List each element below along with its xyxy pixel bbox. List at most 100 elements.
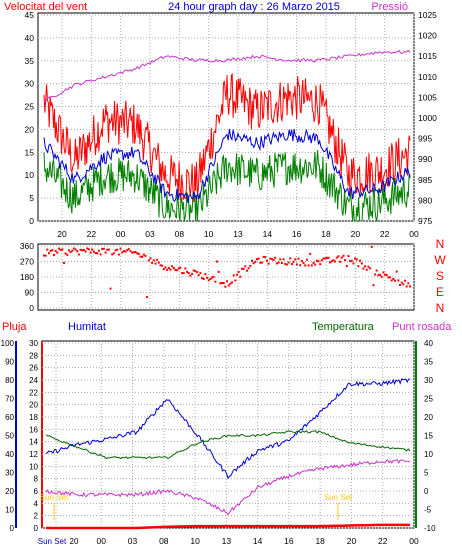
direction-point [171, 265, 174, 268]
direction-point [375, 269, 378, 272]
direction-point [66, 253, 69, 256]
direction-point [82, 249, 85, 251]
direction-point [117, 253, 120, 256]
temperature-y-tick: 25 [424, 395, 433, 404]
direction-y-tick: 360 [20, 241, 34, 251]
direction-point [186, 270, 189, 273]
direction-point [99, 253, 102, 256]
direction-y-tick: 180 [20, 272, 34, 282]
series-humidity [45, 378, 411, 480]
pressure-y-tick: 1020 [418, 31, 437, 41]
direction-point [146, 296, 149, 298]
direction-point [344, 259, 347, 262]
direction-point [374, 273, 377, 276]
direction-point [370, 245, 373, 248]
humidity-y-tick: 60 [5, 413, 14, 422]
humidity-y-tick: 10 [5, 506, 14, 515]
direction-point [314, 263, 317, 266]
direction-point [141, 255, 144, 258]
wind-y-tick: 15 [25, 147, 35, 157]
wind-x-tick: 16 [292, 229, 302, 239]
humidity-y-tick: 70 [5, 395, 14, 404]
direction-point [54, 249, 57, 252]
direction-point [345, 265, 348, 268]
rain-y-tick: 4 [34, 499, 39, 508]
direction-point [360, 262, 363, 265]
direction-point [49, 249, 52, 252]
direction-point [216, 260, 218, 263]
direction-point [162, 268, 165, 271]
climate-x-tick: 18 [315, 536, 325, 546]
direction-point [124, 250, 127, 253]
direction-point [227, 284, 230, 287]
direction-point [305, 258, 308, 261]
rain-y-tick: 24 [29, 376, 38, 385]
direction-point [265, 259, 268, 262]
direction-point [71, 249, 74, 252]
direction-point [43, 254, 45, 257]
climate-plot-frame [41, 340, 415, 529]
humidity-y-tick: 100 [1, 339, 15, 348]
direction-point [44, 254, 47, 257]
direction-point [322, 257, 325, 260]
direction-point [156, 258, 159, 261]
chart-title: 24 hour graph day : 26 Marzo 2015 [168, 1, 340, 13]
direction-point [277, 261, 280, 264]
direction-y-tick: 0 [29, 303, 34, 313]
direction-point [224, 285, 227, 288]
direction-point [101, 248, 104, 250]
rain-y-tick: 20 [29, 401, 38, 410]
direction-point [304, 264, 307, 267]
compass-label: N [436, 237, 445, 251]
direction-point [212, 275, 215, 278]
direction-point [284, 263, 287, 265]
direction-point [107, 248, 110, 251]
humidity-y-tick: 20 [5, 487, 14, 496]
temperature-y-tick: 10 [424, 450, 433, 459]
direction-point [407, 282, 410, 285]
direction-point [104, 251, 107, 254]
direction-point [189, 274, 192, 277]
direction-point [152, 259, 155, 262]
direction-y-tick: 270 [20, 257, 34, 267]
direction-point [272, 259, 275, 261]
series-wind-average [43, 128, 411, 203]
direction-point [300, 260, 303, 263]
direction-point [294, 258, 297, 261]
pressure-y-tick: 1025 [418, 10, 437, 20]
direction-point [157, 261, 160, 264]
temperature-y-tick: 35 [424, 358, 433, 367]
temperature-axis-title: Temperatura [312, 321, 375, 333]
direction-point [81, 249, 84, 252]
direction-point [206, 276, 208, 279]
direction-point [132, 251, 135, 254]
direction-point [176, 269, 179, 272]
series-rain [46, 523, 410, 530]
temperature-y-tick: 40 [424, 339, 433, 348]
direction-point [106, 248, 109, 251]
direction-point [127, 248, 130, 251]
direction-point [131, 251, 134, 254]
rain-y-tick: 22 [29, 388, 38, 397]
direction-point [350, 259, 353, 262]
wind-plot-frame [37, 12, 415, 222]
direction-point [161, 264, 164, 267]
direction-point [192, 269, 195, 272]
direction-point [330, 260, 333, 263]
climate-x-tick: 13 [222, 536, 232, 546]
rain-y-tick: 14 [29, 438, 38, 447]
humidity-y-tick: 30 [5, 469, 14, 478]
wind-y-tick: 25 [25, 102, 35, 112]
rain-y-tick: 8 [34, 475, 39, 484]
direction-point [234, 279, 237, 282]
direction-point [327, 256, 330, 259]
direction-point [207, 279, 210, 282]
climate-x-tick: 00 [409, 536, 419, 546]
direction-point [184, 267, 187, 270]
direction-point [74, 248, 77, 251]
humidity-axis-title: Humitat [68, 321, 106, 333]
wind-x-tick: 20 [351, 229, 361, 239]
direction-point [97, 249, 100, 252]
wind-y-tick: 10 [25, 170, 35, 180]
